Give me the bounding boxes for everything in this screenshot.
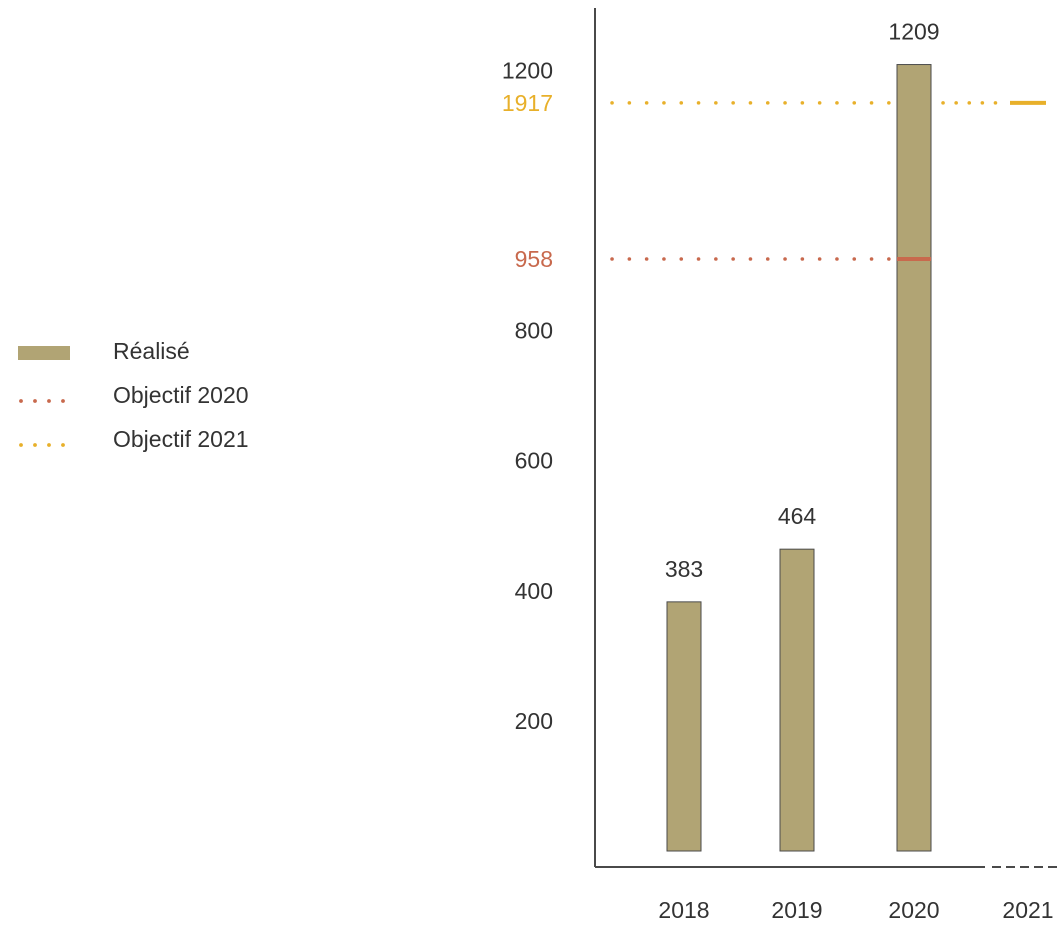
x-tick-label-2019: 2019 [771,897,822,923]
y-tick-label-600: 600 [515,448,553,474]
data-label-2020: 1209 [888,19,939,45]
data-label-2018: 383 [665,556,703,582]
legend-dot [19,399,23,403]
legend-swatch-realise [18,346,70,360]
bar-2018 [666,601,702,852]
legend-dot [19,443,23,447]
legend-label-objectif-2020: Objectif 2020 [113,382,249,408]
legend-dot [61,399,65,403]
legend-dots-objectif-2021 [19,443,65,447]
legend-dot [33,399,37,403]
data-label-2019: 464 [778,503,817,529]
target-label-objectif-2021: 1917 [502,90,553,116]
x-tick-label-2018: 2018 [658,897,709,923]
legend-dot [47,443,51,447]
legend-dots-objectif-2020 [19,399,65,403]
y-tick-label-200: 200 [515,708,553,734]
target-label-objectif-2020: 958 [515,246,553,272]
legend-dot [61,443,65,447]
x-tick-label-2021: 2021 [1002,897,1053,923]
y-tick-label-400: 400 [515,578,553,604]
y-tick-label-1200: 1200 [502,57,553,83]
x-tick-label-2020: 2020 [888,897,939,923]
legend-dot [33,443,37,447]
legend-dot [47,399,51,403]
bar-2020 [896,64,932,852]
legend-label-objectif-2021: Objectif 2021 [113,426,249,452]
bar-2019 [779,548,815,852]
legend-label-realise: Réalisé [113,338,190,364]
y-tick-label-800: 800 [515,318,553,344]
